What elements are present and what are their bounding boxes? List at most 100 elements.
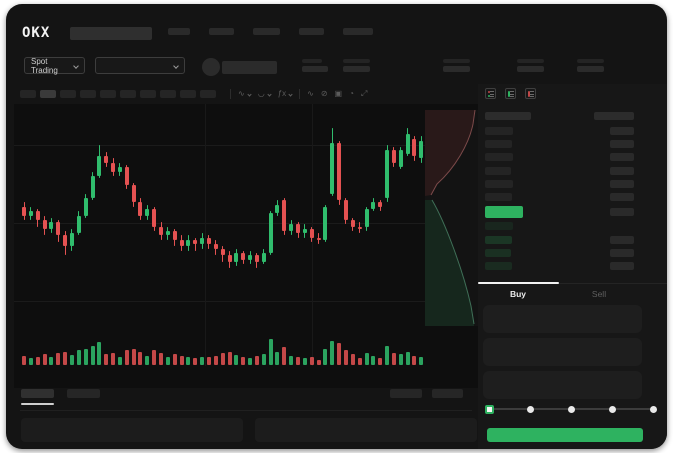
amount-input-skeleton[interactable] (483, 338, 642, 366)
candle-body (97, 156, 102, 176)
timeframe-button-skeleton[interactable] (160, 90, 176, 98)
volume-bar (159, 352, 163, 365)
history-icon[interactable]: ◔ (349, 89, 354, 98)
orderbook-bids-view-icon[interactable] (505, 88, 516, 99)
nav-item-skeleton[interactable] (299, 28, 324, 35)
candle-body (22, 206, 26, 216)
ask-price-skeleton (485, 127, 513, 135)
price-chart[interactable] (14, 104, 478, 388)
line-tool-icon[interactable]: ∿ (307, 89, 314, 98)
candle-body (35, 211, 40, 220)
timeframe-button-skeleton[interactable] (20, 90, 36, 98)
volume-bar (309, 357, 314, 365)
chevron-down-icon (288, 91, 293, 97)
nav-item-skeleton[interactable] (168, 28, 190, 35)
candle-body (343, 200, 348, 220)
bottom-tab-active-skeleton[interactable] (21, 389, 54, 398)
volume-bar (391, 352, 396, 365)
volume-bar (213, 356, 218, 365)
timeframe-button-skeleton[interactable] (140, 90, 156, 98)
timeframe-button-skeleton[interactable] (80, 90, 96, 98)
timeframe-button-skeleton[interactable] (120, 90, 136, 98)
nav-item-skeleton[interactable] (209, 28, 234, 35)
volume-bar (289, 355, 294, 366)
nav-item-skeleton[interactable] (253, 28, 280, 35)
buy-submit-button[interactable] (487, 428, 643, 442)
stat-line-skeleton (343, 66, 370, 72)
candle-body (261, 253, 266, 262)
indicators-icon[interactable]: ƒx (278, 90, 293, 98)
navbar-title-skeleton (70, 27, 152, 40)
timeframe-button-skeleton[interactable] (200, 90, 216, 98)
market-type-dropdown[interactable]: Spot Trading (24, 57, 85, 75)
nav-item-skeleton[interactable] (343, 28, 373, 35)
candle-body (104, 156, 109, 163)
tab-sell[interactable]: Sell (591, 289, 607, 299)
candle-body (145, 209, 150, 216)
icon-line (509, 96, 514, 97)
navbar-menu (168, 28, 373, 35)
timeframe-button-skeleton[interactable] (100, 90, 116, 98)
bid-amount-skeleton (610, 249, 634, 257)
volume-bar (330, 340, 335, 365)
fullscreen-icon[interactable]: ⤢ (360, 89, 368, 98)
volume-bar (302, 358, 307, 366)
timeframe-button-skeleton[interactable] (40, 90, 56, 98)
candle-body (111, 162, 115, 172)
chart-toolbar-icons: ∿ ◡ ƒx ∿ ⊘ ▣ ◔ ⤢ (230, 88, 367, 100)
chevron-down-icon (267, 91, 272, 97)
candle-body (131, 184, 136, 203)
volume-bar (206, 357, 211, 365)
overlay-icon[interactable]: ◡ (258, 90, 272, 98)
candle-body (227, 255, 232, 262)
gridline (14, 145, 478, 146)
icon-line (489, 91, 494, 92)
volume-bar (378, 358, 383, 366)
candle-body (419, 140, 424, 159)
last-price-highlight[interactable] (485, 206, 523, 218)
chevron-down-icon (173, 62, 179, 69)
candle-body (56, 222, 61, 236)
candle-body (412, 138, 417, 157)
bottom-action-skeleton[interactable] (432, 389, 463, 398)
candle-body (90, 176, 95, 198)
candle-body (28, 211, 33, 216)
slider-handle[interactable] (484, 404, 494, 414)
bottom-action-skeleton[interactable] (390, 389, 422, 398)
price-input-skeleton[interactable] (483, 305, 642, 333)
candle-style-icon[interactable]: ∿ (238, 90, 252, 98)
stat-line-skeleton (443, 66, 470, 72)
depth-bids-line (431, 199, 475, 325)
icon-ask-dot (487, 90, 490, 93)
bottom-tab-skeleton[interactable] (67, 389, 100, 398)
icon-line (509, 93, 514, 95)
measure-icon[interactable]: ⊘ (320, 89, 328, 98)
pair-select[interactable] (95, 57, 185, 74)
candle-body (268, 213, 273, 253)
depth-chart[interactable] (425, 110, 478, 326)
orderbook-header-skeleton (485, 112, 531, 120)
slider-step-dot[interactable] (608, 405, 616, 413)
orderbook-asks-view-icon[interactable] (525, 88, 536, 99)
slider-step-dot[interactable] (567, 405, 575, 413)
total-input-skeleton[interactable] (483, 371, 642, 399)
slider-step-dot[interactable] (649, 405, 657, 413)
candle-body (254, 255, 259, 262)
bottom-tab-active-indicator (21, 403, 54, 405)
ask-price-skeleton (485, 193, 512, 201)
tab-buy[interactable]: Buy (509, 289, 527, 299)
ask-price-skeleton (485, 179, 513, 188)
volume-bar (179, 355, 184, 366)
toolbar-divider (299, 89, 301, 99)
candle-body (364, 209, 369, 227)
candle-body (124, 167, 129, 185)
volume-bar (405, 351, 410, 365)
volume-bar (343, 350, 348, 366)
snapshot-icon[interactable]: ▣ (334, 89, 343, 98)
orderbook-combined-view-icon[interactable] (485, 88, 496, 99)
slider-step-dot[interactable] (526, 405, 534, 413)
candle-body (138, 202, 143, 216)
bid-price-skeleton (485, 249, 511, 257)
timeframe-button-skeleton[interactable] (60, 90, 76, 98)
timeframe-button-skeleton[interactable] (180, 90, 196, 98)
